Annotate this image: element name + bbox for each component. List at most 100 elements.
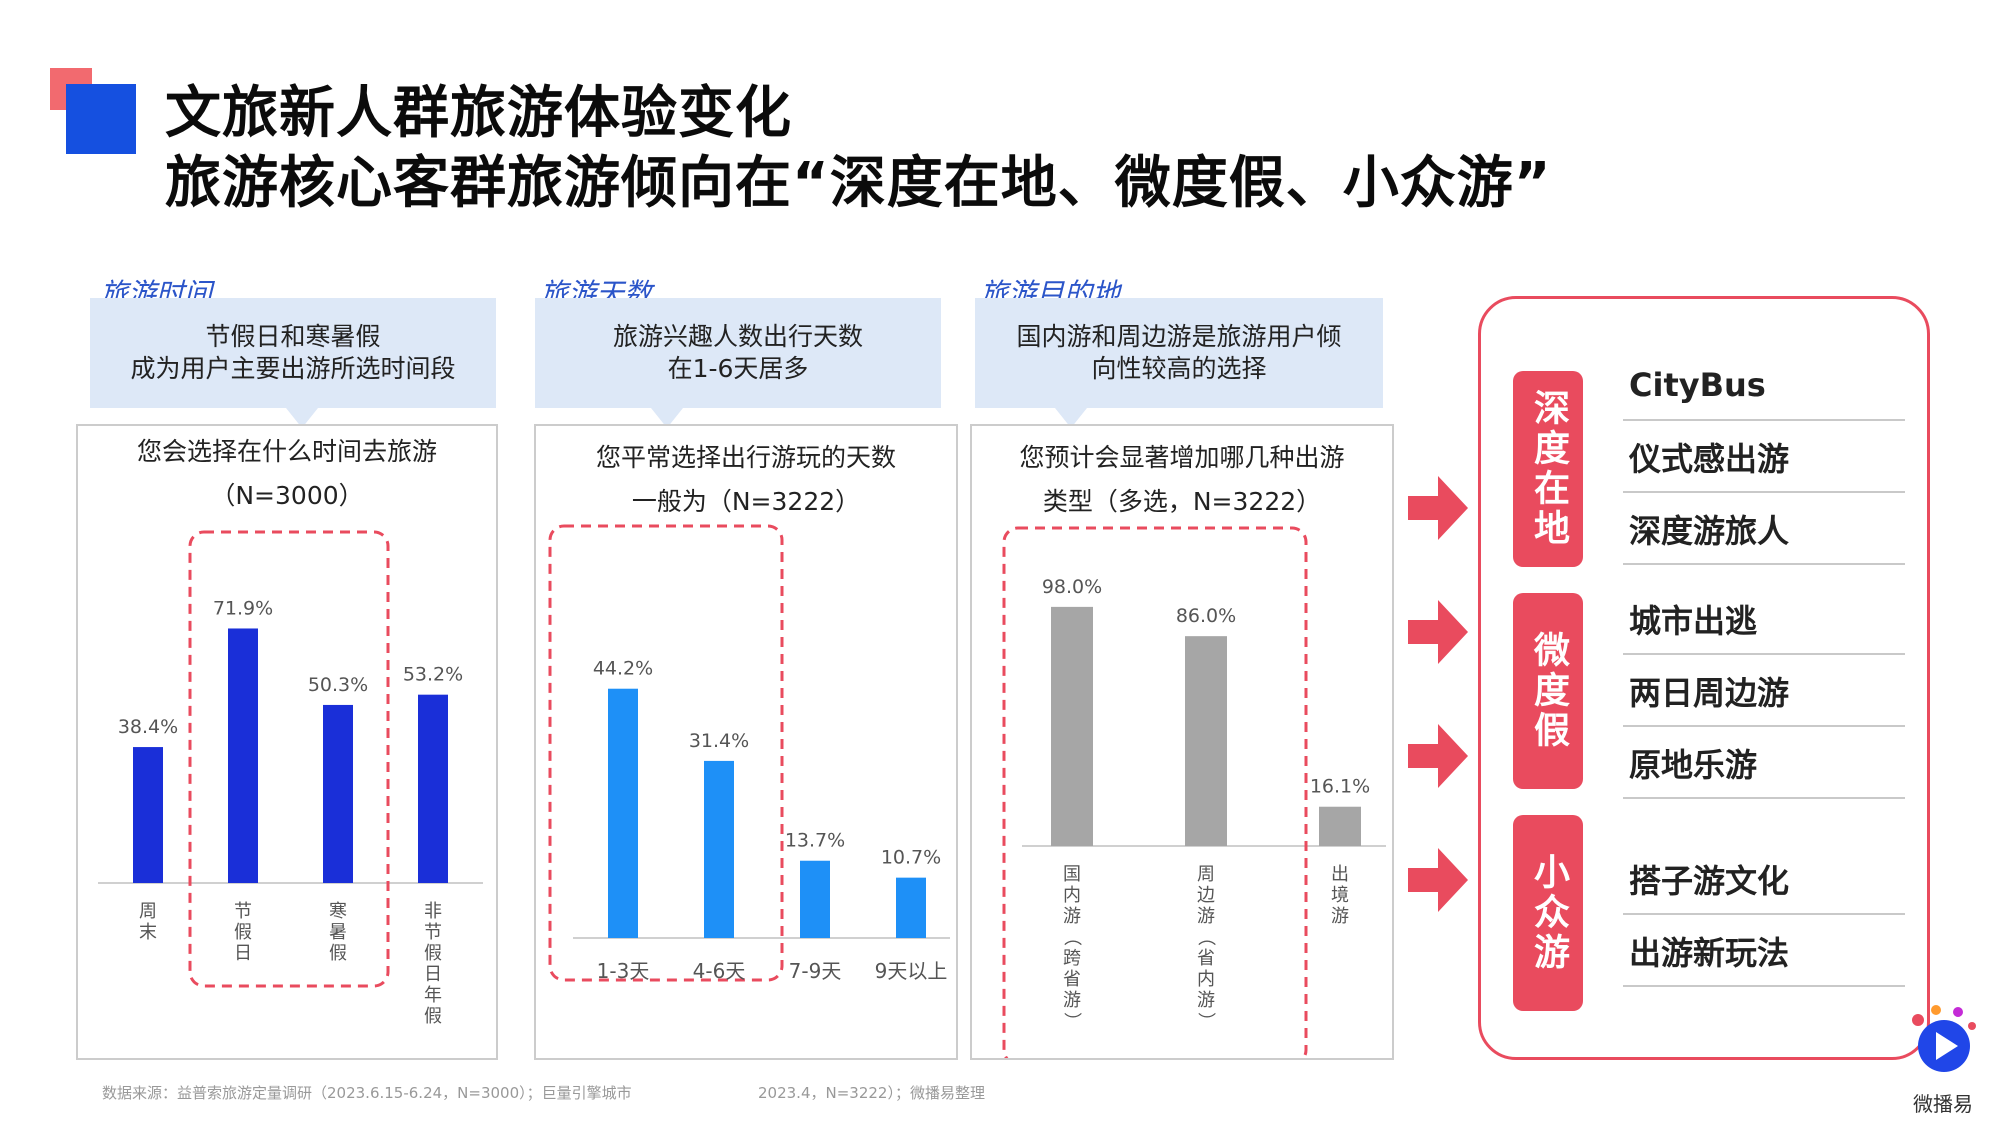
- bar: [800, 860, 830, 938]
- x-tick-label: （: [1061, 928, 1082, 946]
- x-tick-label: 假: [329, 943, 347, 964]
- page-title: 文旅新人群旅游体验变化: [165, 81, 792, 146]
- highlight-box: [548, 524, 784, 982]
- x-tick-label: 4-6天: [693, 959, 746, 983]
- bar-value-label: 13.7%: [785, 830, 845, 852]
- chart-title-days: 您平常选择出行游玩的天数 一般为（N=3222）: [595, 443, 896, 516]
- x-tick-label: 节: [424, 922, 442, 943]
- bar-chart-days: 44.2% 1-3天 31.4% 4-6天 13.7% 7-9天 10.7% 9天以上: [548, 524, 950, 983]
- x-tick-label: 日: [234, 943, 252, 964]
- x-tick-label: 末: [139, 922, 157, 943]
- bar: [133, 747, 163, 883]
- title-deco-blue-square: [66, 84, 136, 154]
- bar-value-label: 38.4%: [118, 716, 178, 738]
- bar: [1185, 636, 1227, 846]
- x-tick-label: 游: [1197, 990, 1215, 1011]
- x-tick-label: 寒: [329, 901, 347, 922]
- arrow-right-icon: [1408, 724, 1468, 788]
- x-tick-label: 游: [1063, 906, 1081, 927]
- summary-item: 仪式感出游: [1623, 423, 1905, 493]
- x-tick-label: 假: [234, 922, 252, 943]
- bar-value-label: 71.9%: [213, 597, 273, 619]
- x-tick-label: 游: [1197, 906, 1215, 927]
- callout-days-text: 旅游兴趣人数出行天数 在1-6天居多: [612, 322, 863, 383]
- callout-time: 节假日和寒暑假 成为用户主要出游所选时间段: [90, 298, 496, 428]
- trend-summary-box: 深度在地 CityBus 仪式感出游 深度游旅人 微度假 城市出逃 两日周边游 …: [1478, 296, 1930, 1060]
- x-tick-label: 假: [424, 1006, 442, 1027]
- bar: [228, 628, 258, 883]
- summary-item: 两日周边游: [1623, 657, 1905, 727]
- x-tick-label: 周: [1197, 864, 1215, 885]
- bar: [704, 760, 734, 938]
- x-tick-label: 1-3天: [597, 959, 650, 983]
- tag-niche-travel: 小众游: [1513, 815, 1583, 1011]
- x-tick-label: 游: [1331, 906, 1349, 927]
- bar-value-label: 31.4%: [689, 730, 749, 752]
- bar: [323, 704, 353, 883]
- chart-panel-destination: 您预计会显著增加哪几种出游 类型（多选，N=3222） 98.0% 国内游（跨省游…: [970, 424, 1394, 1060]
- bar: [1319, 806, 1361, 846]
- x-tick-label: 节: [234, 901, 252, 922]
- bar-value-label: 16.1%: [1310, 776, 1370, 798]
- x-tick-label: 9天以上: [875, 959, 948, 983]
- chart-panel-days: 您平常选择出行游玩的天数 一般为（N=3222） 44.2% 1-3天 31.4% 4…: [534, 424, 958, 1060]
- x-tick-label: ）: [1195, 1012, 1216, 1030]
- brand-logo-text: 微播易: [1913, 1092, 1973, 1116]
- summary-item: 原地乐游: [1623, 729, 1905, 799]
- summary-item: 出游新玩法: [1623, 917, 1905, 987]
- x-tick-label: 境: [1331, 885, 1349, 906]
- highlight-box: [1002, 526, 1308, 1058]
- summary-item: 深度游旅人: [1623, 495, 1905, 565]
- x-tick-label: 游: [1063, 990, 1081, 1011]
- tag-deep-local: 深度在地: [1513, 371, 1583, 567]
- chart-title-destination: 您预计会显著增加哪几种出游 类型（多选，N=3222）: [1019, 443, 1345, 516]
- play-logo-icon: [1912, 1005, 1976, 1072]
- highlight-box: [188, 530, 390, 988]
- callout-pointer: [651, 408, 683, 428]
- callout-time-text: 节假日和寒暑假 成为用户主要出游所选时间段: [130, 322, 456, 383]
- callout-destination-text: 国内游和周边游是旅游用户倾 向性较高的选择: [1016, 322, 1342, 383]
- x-tick-label: 出: [1331, 864, 1349, 885]
- bar-value-label: 44.2%: [593, 658, 653, 680]
- x-tick-label: 暑: [329, 922, 347, 943]
- arrow-right-icon: [1408, 476, 1468, 540]
- summary-item: 城市出逃: [1623, 585, 1905, 655]
- x-tick-label: 跨: [1063, 948, 1081, 969]
- x-tick-label: 假: [424, 943, 442, 964]
- bar: [1051, 606, 1093, 846]
- x-tick-label: 国: [1063, 864, 1081, 885]
- tag-micro-vacation: 微度假: [1513, 593, 1583, 789]
- x-tick-label: 非: [424, 901, 442, 922]
- x-tick-label: 内: [1197, 969, 1215, 990]
- x-tick-label: 边: [1197, 885, 1215, 906]
- brand-logo: 微播易: [1898, 1002, 1988, 1116]
- x-tick-label: 内: [1063, 885, 1081, 906]
- callout-destination: 国内游和周边游是旅游用户倾 向性较高的选择: [975, 298, 1383, 428]
- bar: [418, 694, 448, 883]
- x-tick-label: 周: [139, 901, 157, 922]
- bar-value-label: 98.0%: [1042, 576, 1102, 598]
- callout-pointer: [1055, 408, 1087, 428]
- x-tick-label: 日: [424, 964, 442, 985]
- bar-value-label: 53.2%: [403, 664, 463, 686]
- summary-item: 搭子游文化: [1623, 845, 1905, 915]
- x-tick-label: ）: [1061, 1012, 1082, 1030]
- bar: [896, 877, 926, 938]
- chart-panel-time: 您会选择在什么时间去旅游 （N=3000） 38.4% 周末 71.9% 节假日 50.…: [76, 424, 498, 1060]
- x-tick-label: 省: [1197, 948, 1215, 969]
- x-tick-label: 年: [424, 985, 442, 1006]
- callout-pointer: [286, 408, 318, 428]
- footnote-source: 数据来源：益普索旅游定量调研（2023.6.15-6.24，N=3000）；巨量…: [102, 1084, 632, 1102]
- summary-item: CityBus: [1623, 351, 1905, 421]
- chart-title-time: 您会选择在什么时间去旅游 （N=3000）: [136, 437, 437, 510]
- footnote-source-continued: 2023.4，N=3222）；微播易整理: [758, 1084, 985, 1102]
- bar-value-label: 86.0%: [1176, 605, 1236, 627]
- arrow-right-icon: [1408, 600, 1468, 664]
- x-tick-label: 省: [1063, 969, 1081, 990]
- bar-chart-destination: 98.0%国内游（跨省游）86.0%周边游（省内游）16.1%出境游: [1002, 526, 1386, 1058]
- page-subtitle: 旅游核心客群旅游倾向在“深度在地、微度假、小众游”: [165, 151, 1552, 216]
- bar-value-label: 10.7%: [881, 847, 941, 869]
- x-tick-label: （: [1195, 928, 1216, 946]
- callout-days: 旅游兴趣人数出行天数 在1-6天居多: [535, 298, 941, 428]
